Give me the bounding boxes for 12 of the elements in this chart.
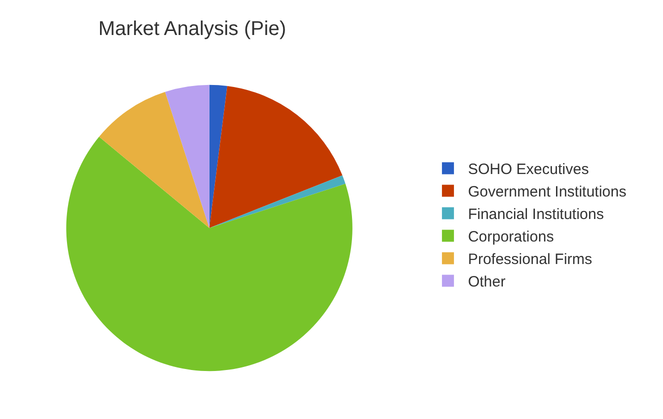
chart-title: Market Analysis (Pie) [98, 18, 286, 40]
pie-slice [209, 175, 346, 228]
legend-label: Government Institutions [468, 184, 626, 201]
pie-slice [209, 86, 342, 228]
pie-slice [66, 136, 352, 371]
legend-label: Professional Firms [468, 251, 592, 268]
pie-slice [165, 84, 210, 228]
legend-label: Other [468, 274, 506, 291]
pie-slice [99, 92, 210, 228]
legend-label: Corporations [468, 228, 554, 246]
legend-label: SOHO Executives [468, 161, 589, 178]
legend-label: Financial Institutions [468, 206, 604, 224]
